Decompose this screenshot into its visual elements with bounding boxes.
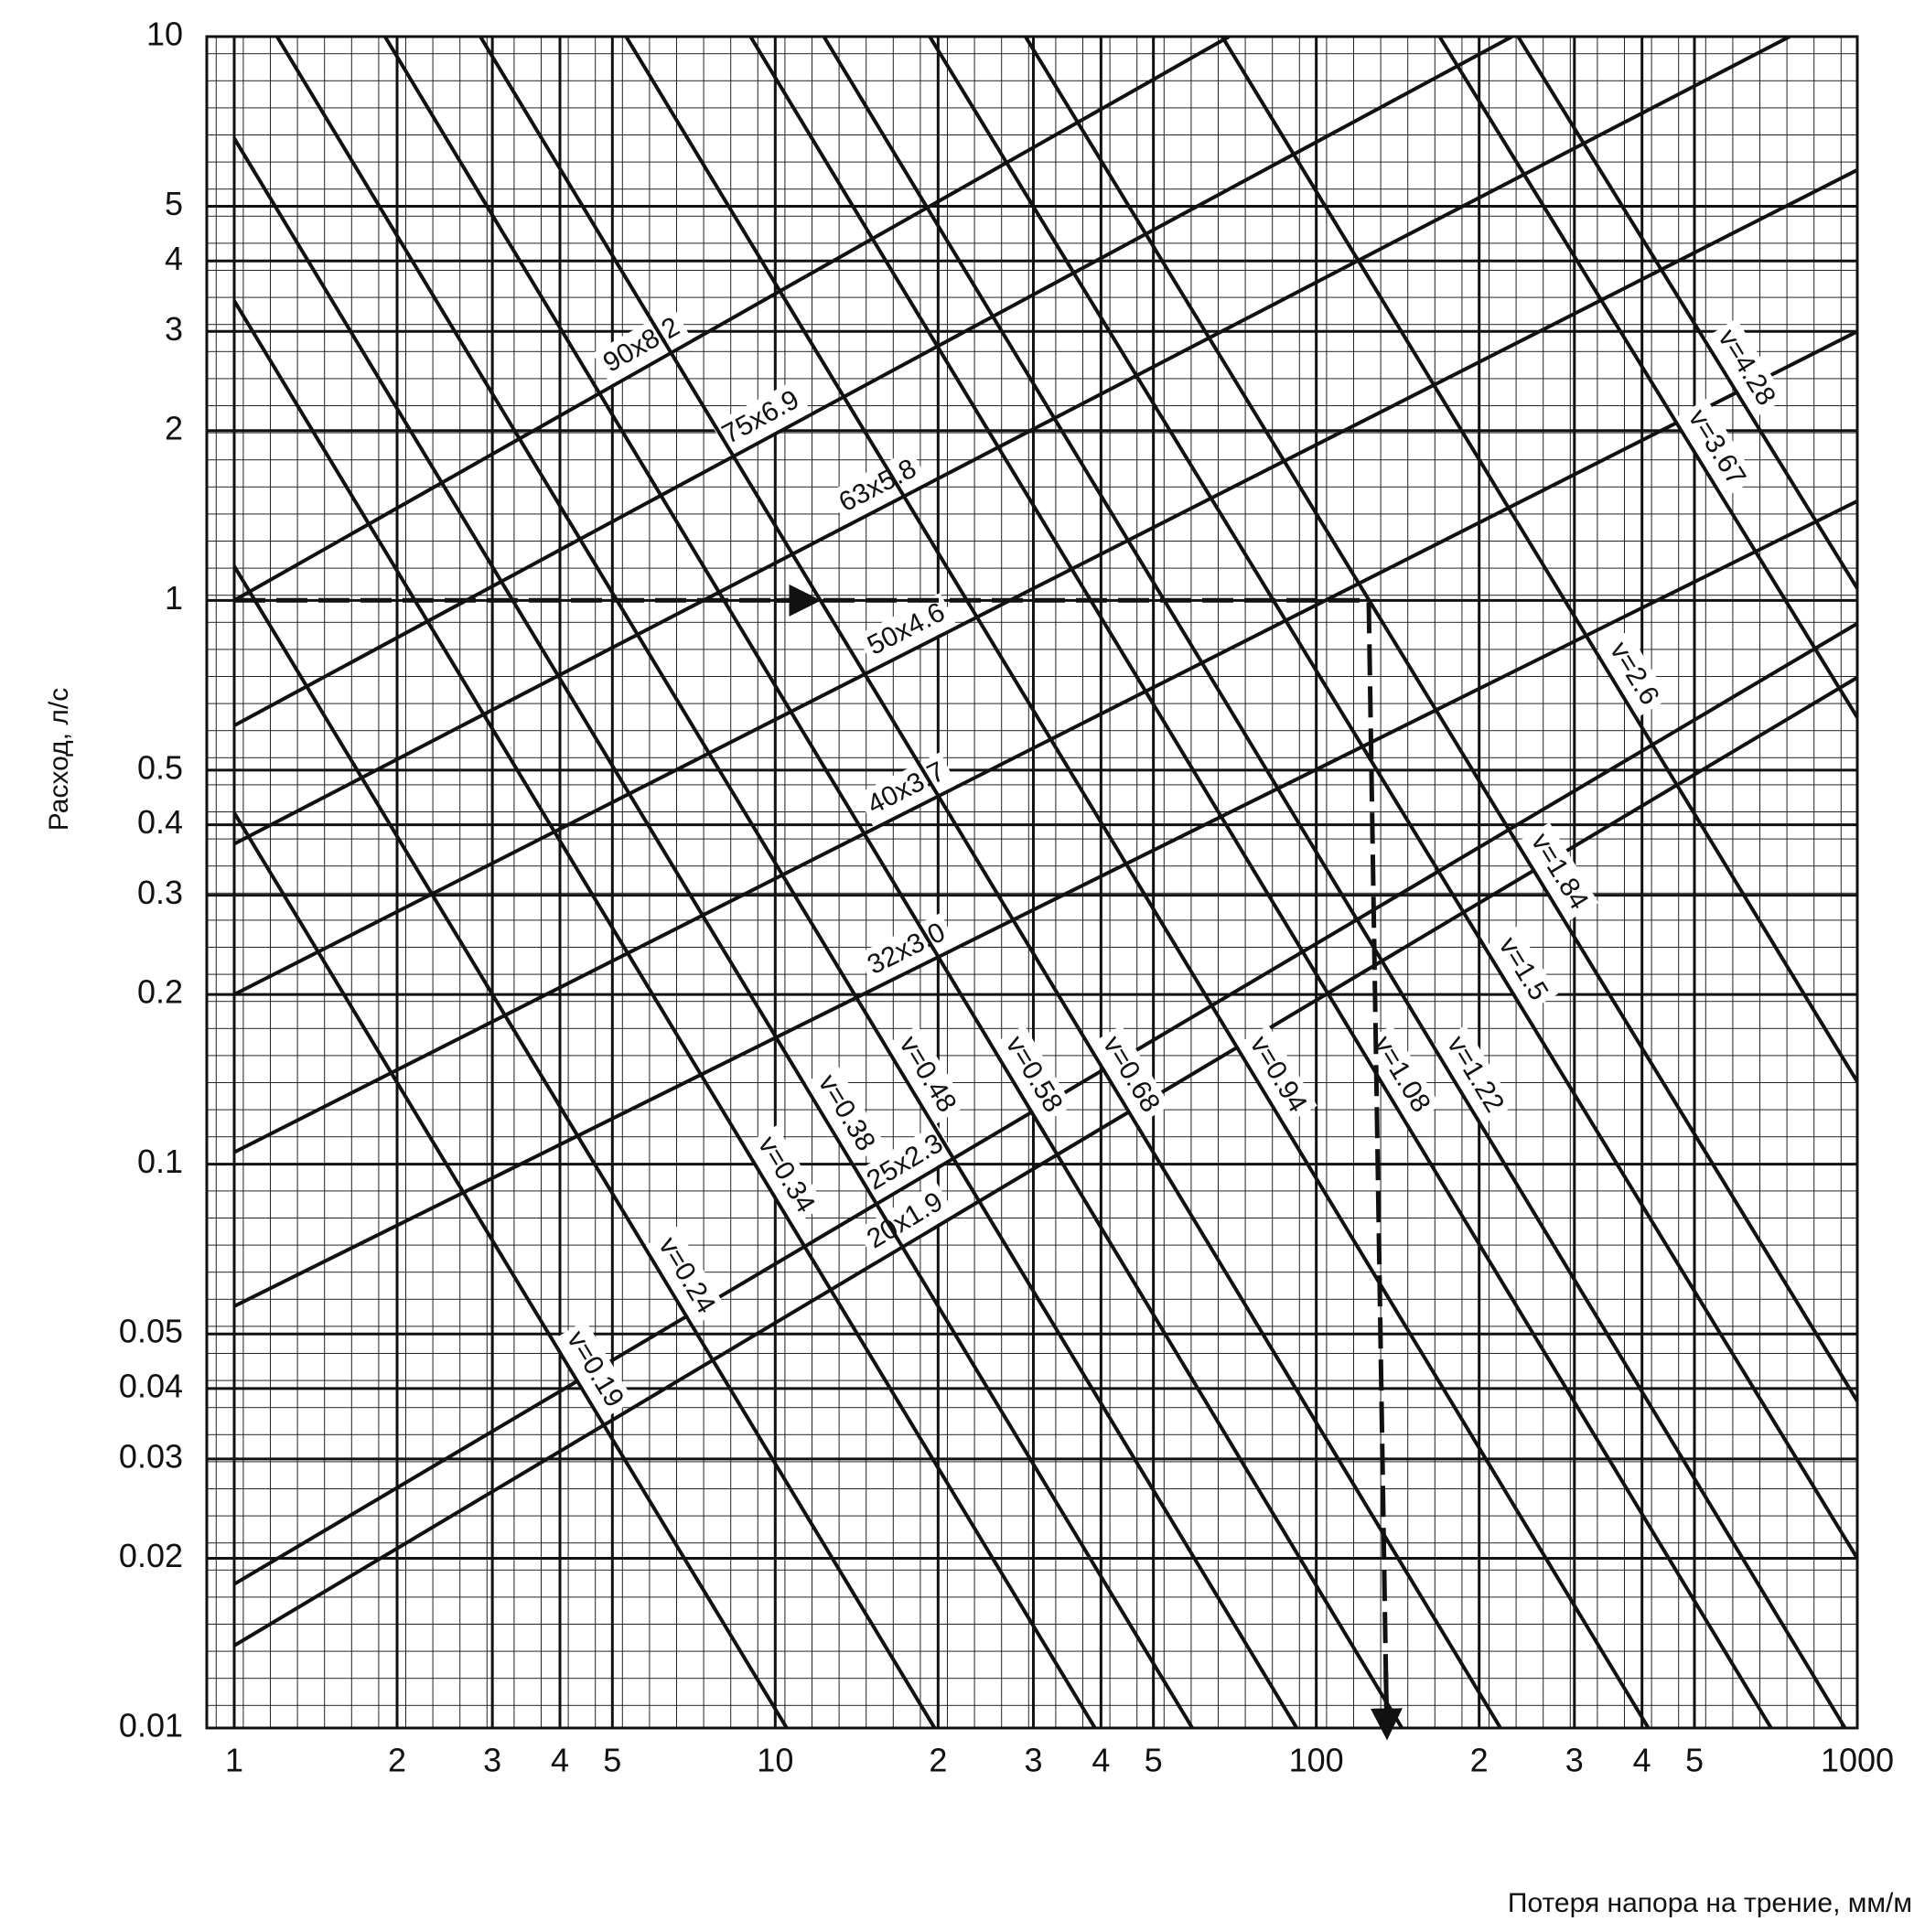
line-label-bg [1434,1025,1515,1125]
y-tick-label: 0.01 [119,1707,183,1744]
line-label-bg [855,1182,955,1261]
y-tick-label: 3 [165,310,183,348]
line-label-bg [1360,1025,1441,1125]
x-tick-label: 1000 [1821,1742,1894,1779]
y-tick-label: 0.02 [119,1537,183,1574]
series-line [232,675,1859,1648]
y-tick-label: 0.3 [137,874,183,911]
series-line [232,299,1097,1730]
series-line [233,168,1858,996]
series-line [748,35,1773,1730]
line-label-bg [645,1226,726,1326]
line-label-bg [745,1125,825,1226]
y-tick-label: 2 [165,409,183,446]
line-label-bg [1675,398,1757,499]
x-tick-label: 4 [1092,1742,1110,1779]
y-tick-label: 0.03 [119,1437,183,1475]
x-tick-label: 2 [929,1742,947,1779]
x-tick-label: 5 [1145,1742,1163,1779]
x-tick-label: 5 [603,1742,621,1779]
line-label-bg [856,593,957,668]
y-tick-label: 10 [146,16,183,53]
x-tick-label: 3 [1565,1742,1584,1779]
x-tick-label: 3 [1024,1742,1042,1779]
x-tick-label: 4 [551,1742,569,1779]
y-tick-label: 0.5 [137,748,183,786]
y-tick-label: 0.05 [119,1313,183,1350]
series-line [1221,35,1859,1083]
series-line [232,811,789,1730]
series-line [928,35,1859,1560]
example-arrow [1370,1671,1403,1741]
y-tick-label: 0.1 [137,1143,183,1180]
x-tick-label: 5 [1685,1742,1704,1779]
line-label-bg [554,1320,634,1420]
line-label-bg [1705,318,1786,418]
line-label-bg [711,380,812,457]
series-line [1024,35,1859,1402]
x-tick-label: 2 [1470,1742,1489,1779]
x-tick-label: 1 [225,1742,243,1779]
line-label-bg [805,1063,886,1164]
line-label-bg [1090,1025,1170,1125]
series-line [479,35,1502,1730]
series-line [232,137,1194,1730]
x-axis-label: Потеря напора на трение, мм/м [1508,1888,1912,1918]
x-tick-label: 3 [483,1742,501,1779]
x-tick-label: 10 [757,1742,793,1779]
y-tick-label: 4 [165,240,183,277]
line-label-bg [1237,1025,1317,1125]
line-label-bg [993,1025,1073,1125]
y-tick-label: 0.2 [137,973,183,1011]
series-line [383,35,1404,1730]
y-axis-label: Расход, л/с [44,688,74,831]
x-tick-label: 2 [388,1742,406,1779]
series-line [275,35,1299,1730]
y-tick-label: 0.4 [137,803,183,841]
series-line [233,35,1513,727]
line-label-bg [592,306,693,385]
series-line [232,564,937,1730]
line-label-bg [1518,821,1599,922]
y-tick-label: 5 [165,185,183,222]
x-tick-label: 100 [1289,1742,1344,1779]
series-line [233,35,1791,846]
line-label-bg [1597,630,1670,718]
series-line [233,35,1231,603]
line-label-bg [886,1025,967,1125]
line-label-bg [856,752,957,827]
line-label-bg [855,1123,956,1203]
series-line [822,35,1847,1730]
line-label-bg [1486,926,1559,1014]
series-line [1437,35,1859,719]
series-line [624,35,1651,1730]
line-label-bg [856,912,957,988]
line-label-bg [828,449,929,525]
y-tick-label: 1 [165,579,183,617]
y-tick-label: 0.04 [119,1367,183,1404]
x-tick-label: 4 [1633,1742,1651,1779]
series-line [1516,35,1859,590]
